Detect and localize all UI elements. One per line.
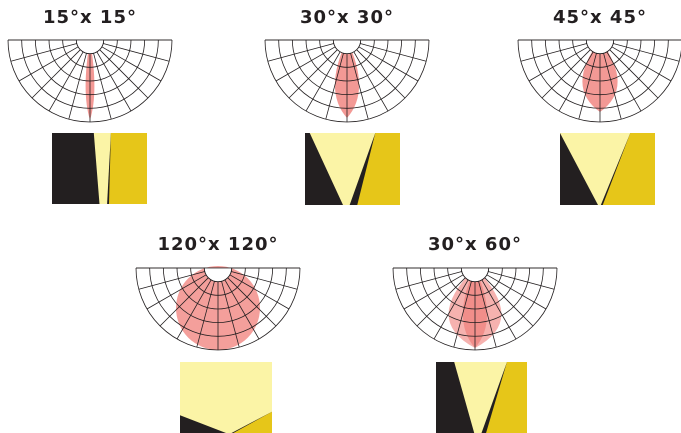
wall-yellow [357, 133, 400, 205]
polar-spoke [395, 271, 462, 290]
polar-spoke [611, 46, 672, 82]
polar-spoke [31, 49, 81, 99]
polar-spoke [96, 51, 132, 112]
wall-yellow [233, 411, 272, 433]
polar-spoke [558, 51, 594, 112]
polar-spoke [176, 279, 212, 340]
wall-yellow [602, 133, 655, 205]
wall-yellow [486, 362, 527, 433]
wall-beam [454, 362, 507, 433]
wall-beam [309, 133, 376, 205]
polar-spoke [101, 46, 162, 82]
polar-spoke [416, 277, 466, 327]
polar-center [585, 39, 615, 55]
polar-spoke [520, 43, 587, 62]
polar-spoke [403, 274, 464, 310]
polar-spoke [103, 43, 170, 62]
beam-angle-label: 45°x 45° [553, 7, 647, 28]
polar-spoke [478, 281, 497, 348]
beam-item: 45°x 45° [517, 7, 681, 205]
polar-spoke [68, 53, 87, 120]
wall-yellow [109, 133, 147, 204]
polar-spoke [358, 46, 419, 82]
wall-beam [180, 362, 272, 433]
beam-item: 120°x 120° [135, 234, 301, 433]
polar-spoke [221, 281, 240, 348]
polar-spoke [350, 53, 369, 120]
polar-spoke [267, 43, 334, 62]
beam-item: 15°x 15° [7, 7, 173, 204]
polar-spoke [578, 53, 597, 120]
polar-spoke [433, 279, 469, 340]
polar-spoke [138, 271, 205, 290]
beam-item: 30°x 30° [264, 7, 430, 205]
polar-spoke [356, 49, 406, 99]
polar-spoke [609, 49, 659, 99]
polar-spoke [353, 51, 389, 112]
beam-angle-label: 120°x 120° [157, 234, 278, 255]
polar-spoke [606, 51, 642, 112]
polar-spoke [453, 281, 472, 348]
polar-spoke [48, 51, 84, 112]
polar-spoke [224, 279, 260, 340]
wall-beam [93, 133, 111, 204]
polar-spoke [159, 277, 209, 327]
polar-spoke [488, 271, 555, 290]
beam-angle-label: 30°x 60° [428, 234, 522, 255]
polar-spoke [288, 49, 338, 99]
polar-spoke [231, 271, 298, 290]
wall-beam [560, 133, 631, 205]
polar-spoke [305, 51, 341, 112]
polar-center [75, 39, 105, 55]
beam-angle-label: 15°x 15° [43, 7, 137, 28]
polar-spoke [325, 53, 344, 120]
polar-center [203, 267, 233, 283]
polar-spoke [93, 53, 112, 120]
polar-center [460, 267, 490, 283]
polar-spoke [99, 49, 149, 99]
polar-spoke [481, 279, 517, 340]
polar-spoke [10, 43, 77, 62]
beam-angle-label: 30°x 30° [300, 7, 394, 28]
polar-spoke [541, 49, 591, 99]
polar-spoke [275, 46, 336, 82]
polar-spoke [528, 46, 589, 82]
polar-spoke [613, 43, 680, 62]
polar-spoke [196, 281, 215, 348]
polar-spoke [484, 277, 534, 327]
polar-spoke [18, 46, 79, 82]
polar-spoke [486, 274, 547, 310]
polar-spoke [229, 274, 290, 310]
polar-center [332, 39, 362, 55]
polar-spoke [360, 43, 427, 62]
polar-spoke [227, 277, 277, 327]
beam-item: 30°x 60° [392, 234, 558, 433]
polar-spoke [603, 53, 622, 120]
polar-spoke [146, 274, 207, 310]
